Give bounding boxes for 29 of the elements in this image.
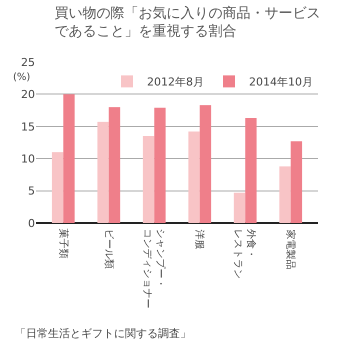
bar <box>188 132 200 223</box>
bar <box>142 136 154 223</box>
bar <box>200 105 212 223</box>
x-tick-label: シャンプー・コンディショナー <box>141 228 166 309</box>
bar <box>63 94 75 223</box>
bar <box>290 141 302 223</box>
bar <box>108 107 120 223</box>
bar <box>245 118 257 223</box>
y-tick-label: 25 <box>21 56 35 69</box>
y-tick-label: 0 <box>28 216 35 230</box>
bar <box>52 152 64 223</box>
bar <box>279 166 291 223</box>
legend-label: 2012年8月 <box>147 76 204 89</box>
y-tick-label: 20 <box>21 88 35 102</box>
bar <box>97 122 109 223</box>
y-tick-label: 5 <box>28 184 35 198</box>
bar <box>234 192 246 223</box>
bar <box>154 108 166 223</box>
legend-label: 2014年10月 <box>249 76 313 89</box>
x-tick-label: 菓子類 <box>57 228 70 259</box>
x-tick-label: 洋服 <box>194 229 206 250</box>
y-axis-title: (%) <box>13 72 30 83</box>
x-tick-label: 家電製品 <box>284 229 297 270</box>
y-tick-label: 15 <box>21 120 35 134</box>
text: 「日常生活とギフトに関する調査」 <box>15 327 191 340</box>
x-tick-label: ビール類 <box>102 229 115 270</box>
x-tick-label: 外食・レストラン <box>232 228 258 279</box>
y-tick-label: 10 <box>21 152 35 166</box>
chart-title: 買い物の際「お気に入りの商品・サービスであること」を重視する割合 <box>54 5 320 40</box>
